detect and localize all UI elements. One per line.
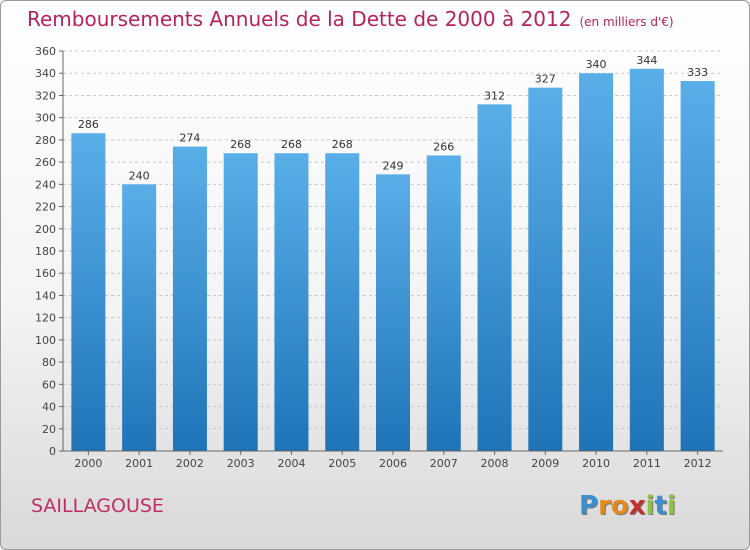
logo-letter: i xyxy=(645,491,655,521)
data-label-2000: 286 xyxy=(78,118,99,131)
bar-2002 xyxy=(172,146,207,452)
y-tick-label: 60 xyxy=(42,378,56,391)
bar-2000 xyxy=(71,133,106,451)
bar-2003 xyxy=(223,153,258,451)
data-label-2010: 340 xyxy=(586,58,607,71)
commune-name: SAILLAGOUSE xyxy=(31,495,164,517)
proxiti-logo: Proxiti xyxy=(579,491,676,521)
y-tick-label: 360 xyxy=(35,45,56,58)
data-label-2001: 240 xyxy=(129,169,150,182)
data-label-2012: 333 xyxy=(687,66,708,79)
bar-2004 xyxy=(274,153,309,451)
logo-letter: t xyxy=(654,491,667,521)
bar-2008 xyxy=(477,104,512,451)
y-tick-label: 20 xyxy=(42,423,56,436)
y-tick-label: 280 xyxy=(35,134,56,147)
y-tick-label: 200 xyxy=(35,223,56,236)
x-tick-label: 2006 xyxy=(379,457,407,470)
chart-title-text: Remboursements Annuels de la Dette de 20… xyxy=(27,7,572,31)
bar-2012 xyxy=(680,81,715,451)
data-label-2003: 268 xyxy=(230,138,251,151)
data-label-2007: 266 xyxy=(433,140,454,153)
y-tick-label: 140 xyxy=(35,289,56,302)
x-tick-label: 2005 xyxy=(328,457,356,470)
chart-subtitle: (en milliers d'€) xyxy=(579,15,674,29)
y-tick-label: 160 xyxy=(35,267,56,280)
data-label-2004: 268 xyxy=(281,138,302,151)
data-label-2009: 327 xyxy=(535,73,556,86)
y-tick-label: 240 xyxy=(35,178,56,191)
y-tick-label: 300 xyxy=(35,112,56,125)
data-label-2002: 274 xyxy=(179,132,200,145)
y-tick-label: 260 xyxy=(35,156,56,169)
logo-letter: P xyxy=(579,491,599,521)
logo-letter: r xyxy=(598,491,611,521)
bar-2005 xyxy=(325,153,360,451)
bar-2006 xyxy=(375,174,411,452)
y-tick-label: 180 xyxy=(35,245,56,258)
bar-2001 xyxy=(122,184,157,452)
y-tick-label: 320 xyxy=(35,89,56,102)
data-label-2005: 268 xyxy=(332,138,353,151)
y-tick-label: 340 xyxy=(35,67,56,80)
x-tick-label: 2002 xyxy=(176,457,204,470)
data-label-2008: 312 xyxy=(484,89,505,102)
y-tick-label: 220 xyxy=(35,201,56,214)
bar-2010 xyxy=(579,73,614,451)
logo-letter: x xyxy=(628,491,646,521)
x-tick-label: 2000 xyxy=(74,457,102,470)
y-tick-label: 100 xyxy=(35,334,56,347)
y-tick-label: 80 xyxy=(42,356,56,369)
logo-letter: o xyxy=(610,491,629,521)
data-label-2006: 249 xyxy=(383,159,404,172)
bar-2011 xyxy=(629,68,664,452)
y-tick-label: 120 xyxy=(35,312,56,325)
x-tick-label: 2009 xyxy=(531,457,559,470)
x-tick-label: 2008 xyxy=(481,457,509,470)
x-tick-label: 2007 xyxy=(430,457,458,470)
x-tick-label: 2011 xyxy=(633,457,661,470)
bar-2007 xyxy=(426,155,461,451)
data-label-2011: 344 xyxy=(636,54,657,67)
x-tick-label: 2003 xyxy=(227,457,255,470)
y-tick-label: 40 xyxy=(42,401,56,414)
logo-letter: i xyxy=(666,491,676,521)
y-tick-label: 0 xyxy=(49,445,56,458)
x-tick-label: 2001 xyxy=(125,457,153,470)
bar-2009 xyxy=(528,87,563,452)
x-tick-label: 2004 xyxy=(277,457,305,470)
x-tick-label: 2010 xyxy=(582,457,610,470)
chart-title: Remboursements Annuels de la Dette de 20… xyxy=(27,7,674,31)
x-tick-label: 2012 xyxy=(684,457,712,470)
